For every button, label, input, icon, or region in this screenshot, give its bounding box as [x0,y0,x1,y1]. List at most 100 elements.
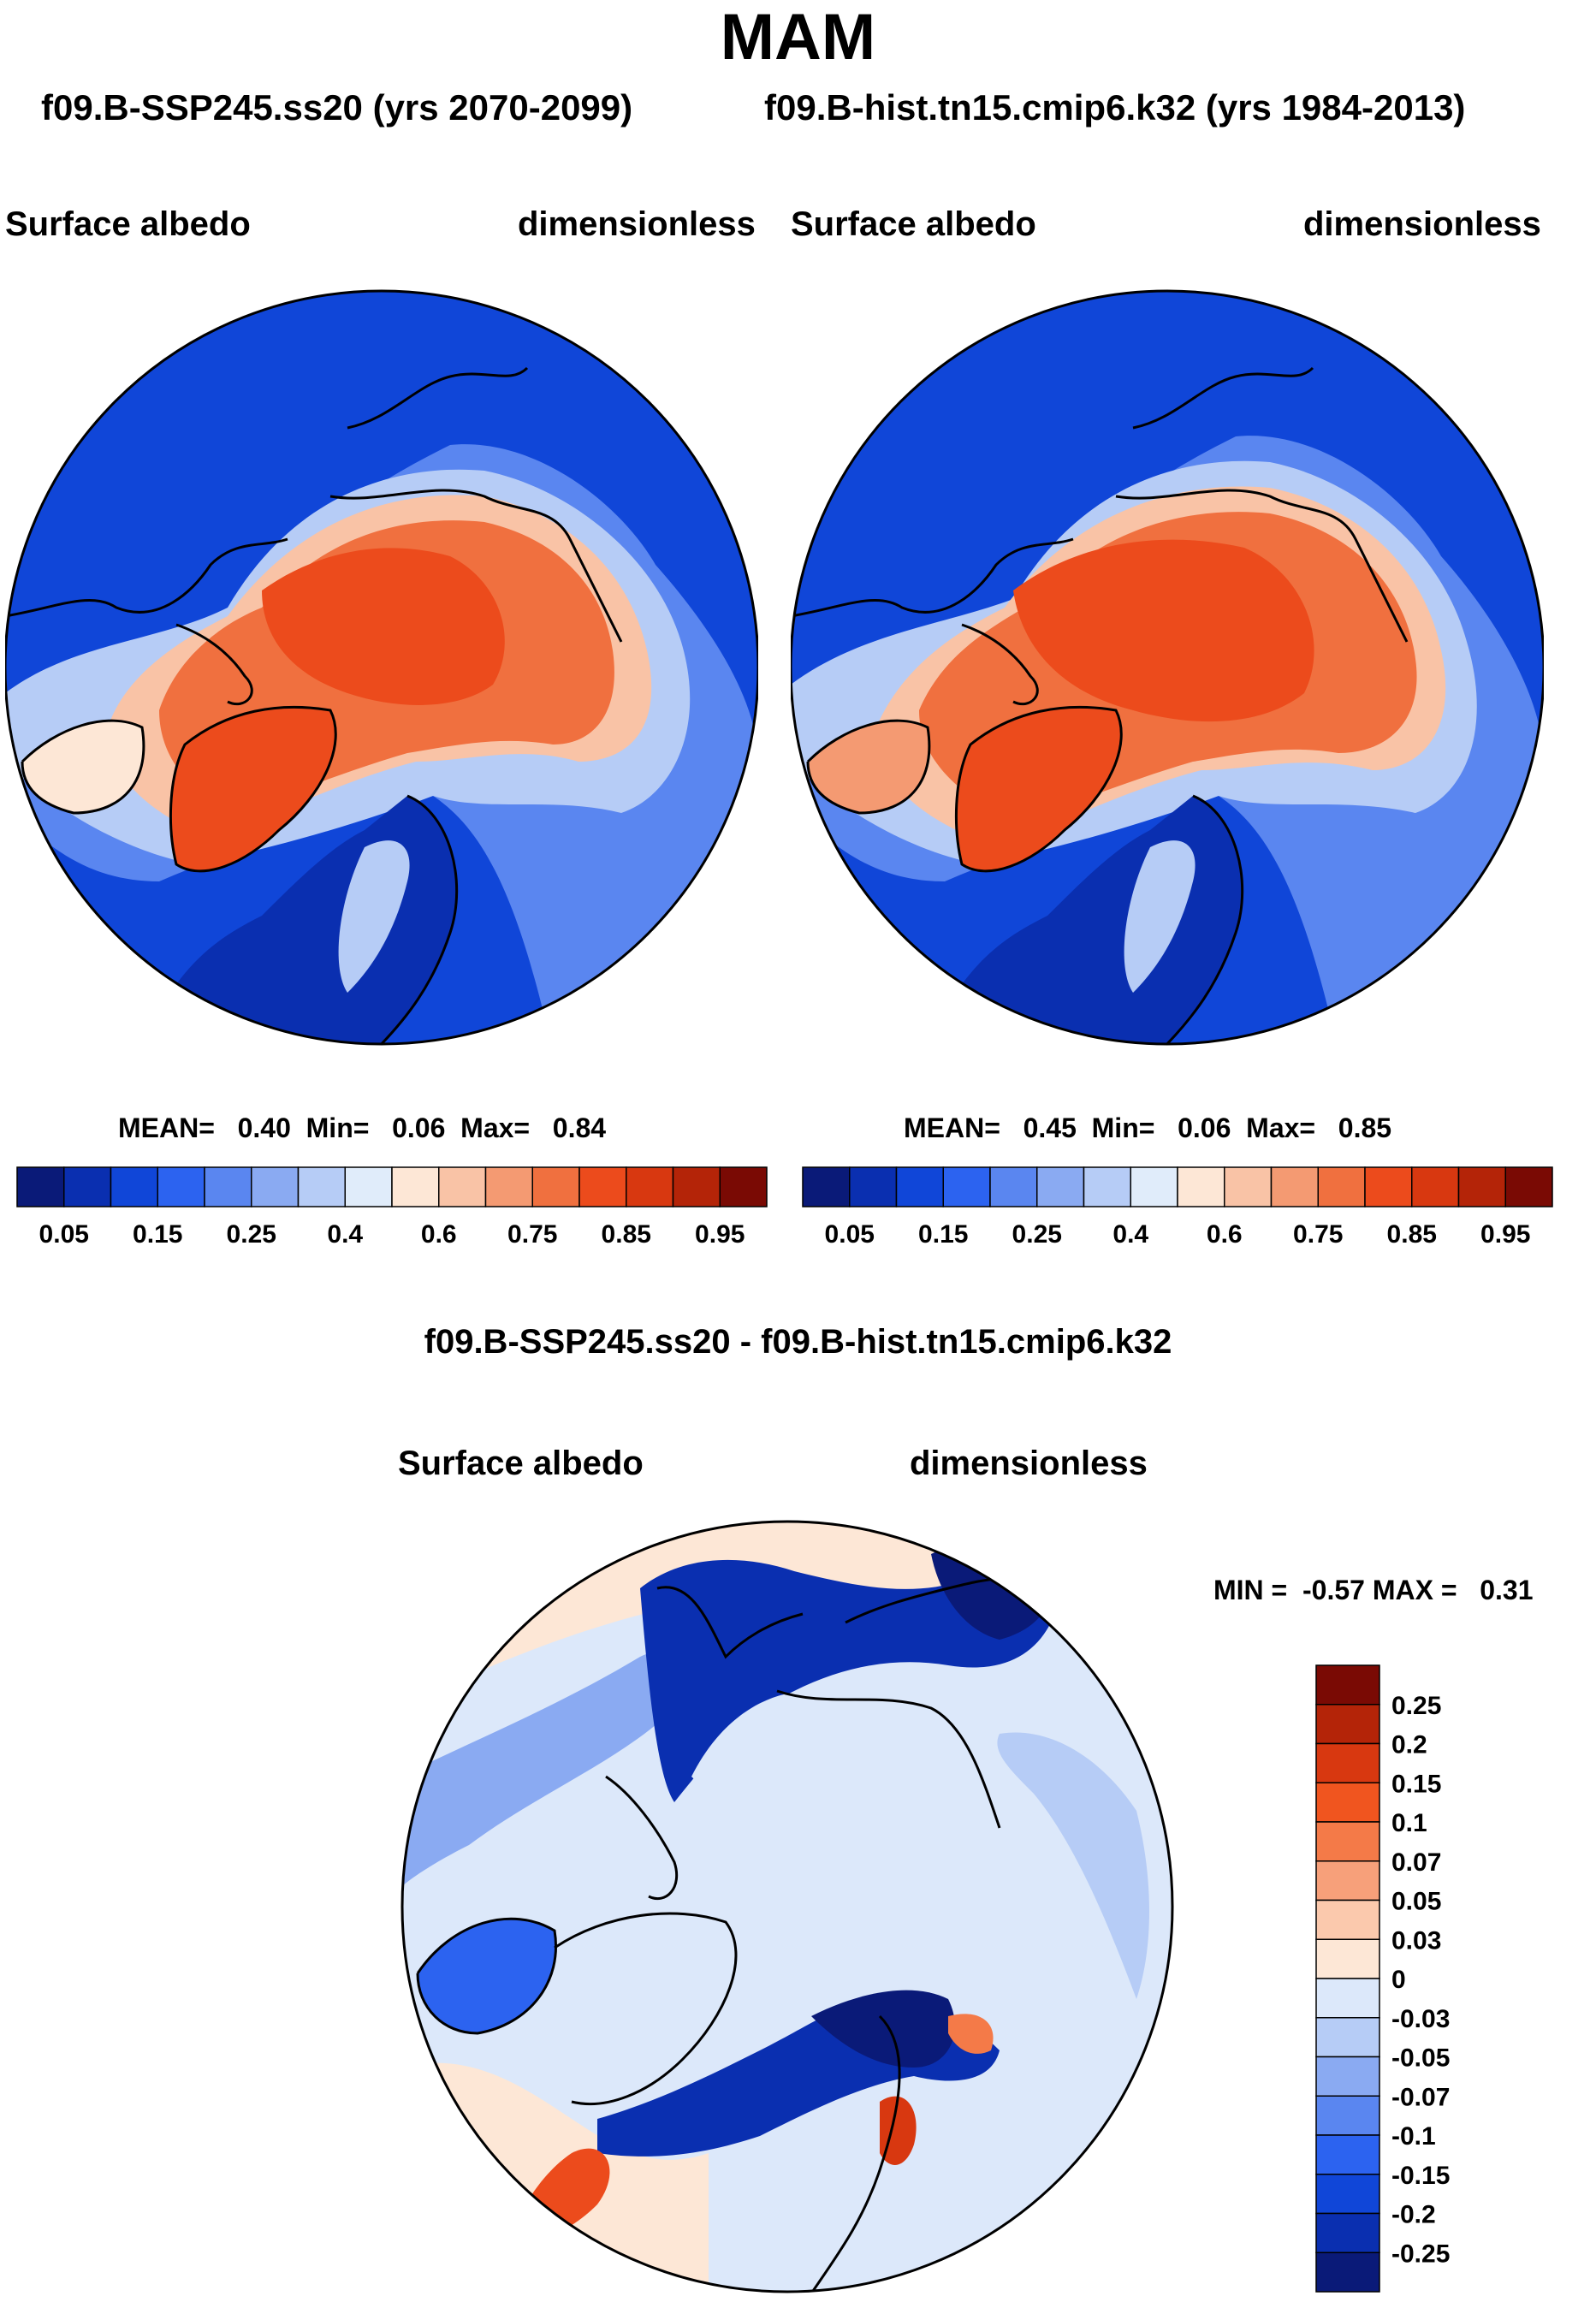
panel1-variable: Surface albedo [5,205,251,243]
panel2-colorbar-swatch [802,1166,851,1207]
panel3-colorbar-tick-label: 0.2 [1391,1731,1427,1759]
panel2-colorbar-swatch [1317,1166,1366,1207]
panel1-colorbar-tick-label: 0.6 [421,1220,457,1249]
panel1-map [5,289,758,1046]
panel1-colorbar-swatch [344,1166,393,1207]
panel3-colorbar: 0.25 0.2 0.15 0.1 0.07 0.05 0.03 0 -0.03 -0.05 -0.… [1315,1664,1450,2293]
panel2-colorbar-tick-label: 0.15 [918,1220,968,1249]
panel3-map [400,1520,1174,2293]
panel3-colorbar-tick-label: 0.03 [1391,1926,1441,1955]
panel2-max-label: Max= [1246,1112,1316,1143]
panel3-colorbar-swatch [1315,1938,1380,1979]
panel2-colorbar-tick-label: 0.4 [1112,1220,1148,1249]
panel3-colorbar-swatch [1315,2212,1380,2253]
panel1-colorbar-swatch [16,1166,65,1207]
panel2-colorbar-swatch [1457,1166,1506,1207]
panel1-units: dimensionless [518,205,756,243]
panel3-colorbar-tick-label: -0.25 [1391,2240,1450,2268]
panel2-colorbar-swatch [989,1166,1038,1207]
panel1-mean-label: MEAN= [118,1112,215,1143]
panel1-colorbar-tick-label: 0.25 [227,1220,276,1249]
panel2-colorbar-swatch [1083,1166,1131,1207]
panel2-colorbar-tick-label: 0.05 [825,1220,875,1249]
panel3-colorbar-swatch [1315,1821,1380,1862]
panel2-colorbar-tick-label: 0.6 [1207,1220,1243,1249]
panel3-colorbar-tick-label: 0.07 [1391,1848,1441,1877]
panel2-colorbar-swatch [1504,1166,1553,1207]
panel1-colorbar-swatch [110,1166,158,1207]
panel3-colorbar-tick-label: 0.05 [1391,1888,1441,1916]
panel1-colorbar-swatch [719,1166,768,1207]
panel1-colorbar-tick-label: 0.05 [39,1220,89,1249]
panel3-colorbar-tick-label: 0.1 [1391,1809,1427,1837]
panel3-max: 0.31 [1480,1575,1534,1605]
panel2-colorbar-swatch [1411,1166,1460,1207]
panel1-colorbar-swatch [531,1166,580,1207]
panel3-colorbar-tick-label: -0.15 [1391,2162,1450,2190]
panel3-stats: MIN = -0.57 MAX = 0.31 [1213,1575,1533,1606]
panel2-colorbar-swatch [942,1166,991,1207]
panel1-colorbar-swatch [251,1166,300,1207]
panel2-map [791,289,1544,1046]
panel3-min: -0.57 [1302,1575,1365,1605]
panel1-colorbar-tick-label: 0.4 [327,1220,363,1249]
panel1-mean: 0.40 [237,1112,291,1143]
panel1-min-label: Min= [306,1112,370,1143]
panel3-colorbar-tick-label: -0.2 [1391,2201,1436,2229]
panel2-stats: MEAN= 0.45 Min= 0.06 Max= 0.85 [904,1112,1391,1144]
panel2-min-label: Min= [1091,1112,1155,1143]
panel1-colorbar-swatch [204,1166,252,1207]
panel1-colorbar-tick-label: 0.85 [602,1220,651,1249]
panel2-colorbar-swatch [1177,1166,1225,1207]
panel3-max-label: MAX = [1372,1575,1457,1605]
panel2-colorbar-tick-label: 0.85 [1387,1220,1437,1249]
subtitle-right: f09.B-hist.tn15.cmip6.k32 (yrs 1984-2013… [764,87,1466,128]
panel3-colorbar-swatch [1315,2095,1380,2136]
panel3-colorbar-swatch [1315,2252,1380,2293]
panel2-colorbar-swatch [1130,1166,1178,1207]
panel1-colorbar-swatch [438,1166,487,1207]
panel2-colorbar-swatch [849,1166,898,1207]
panel2-min: 0.06 [1178,1112,1231,1143]
panel2-colorbar-tick-label: 0.25 [1012,1220,1062,1249]
panel2-colorbar-swatch [1224,1166,1273,1207]
panel1-colorbar: 0.05 0.15 0.25 0.4 0.6 0.75 0.85 0.95 [16,1166,768,1249]
panel2-colorbar-swatch [1036,1166,1085,1207]
panel2-units: dimensionless [1303,205,1541,243]
panel3-colorbar-tick-label: -0.07 [1391,2083,1450,2111]
panel3-colorbar-swatch [1315,2017,1380,2058]
panel3-colorbar-swatch [1315,2174,1380,2215]
diff-title: f09.B-SSP245.ss20 - f09.B-hist.tn15.cmip… [424,1323,1172,1361]
panel3-colorbar-tick-label: 0.15 [1391,1770,1441,1798]
panel2-max: 0.85 [1338,1112,1392,1143]
panel3-colorbar-tick-label: 0 [1391,1966,1406,1994]
panel3-colorbar-swatch [1315,1664,1380,1706]
panel2-mean: 0.45 [1023,1112,1077,1143]
panel3-colorbar-swatch [1315,2056,1380,2097]
panel1-min: 0.06 [392,1112,446,1143]
panel1-colorbar-swatch [63,1166,112,1207]
panel1-max: 0.84 [552,1112,607,1143]
panel1-colorbar-swatch [297,1166,346,1207]
panel1-colorbar-tick-label: 0.15 [133,1220,182,1249]
panel3-colorbar-swatch [1315,1742,1380,1783]
panel3-colorbar-swatch [1315,2134,1380,2175]
panel2-mean-label: MEAN= [904,1112,1000,1143]
panel3-colorbar-tick-label: 0.25 [1391,1692,1441,1720]
figure-title: MAM [720,1,876,74]
panel3-colorbar-swatch [1315,1704,1380,1745]
panel3-colorbar-tick-label: -0.03 [1391,2005,1450,2033]
panel1-colorbar-tick-label: 0.75 [507,1220,557,1249]
panel3-colorbar-swatch [1315,1860,1380,1902]
panel2-colorbar-tick-label: 0.95 [1480,1220,1530,1249]
panel3-min-label: MIN = [1213,1575,1288,1605]
panel1-colorbar-swatch [484,1166,533,1207]
panel3-colorbar-swatch [1315,1899,1380,1940]
subtitle-left: f09.B-SSP245.ss20 (yrs 2070-2099) [41,87,633,128]
panel2-colorbar-swatch [1270,1166,1319,1207]
panel1-colorbar-swatch [391,1166,440,1207]
panel1-colorbar-swatch [157,1166,205,1207]
panel3-colorbar-tick-label: -0.1 [1391,2122,1436,2151]
panel2-colorbar-tick-label: 0.75 [1293,1220,1343,1249]
panel2-variable: Surface albedo [791,205,1036,243]
